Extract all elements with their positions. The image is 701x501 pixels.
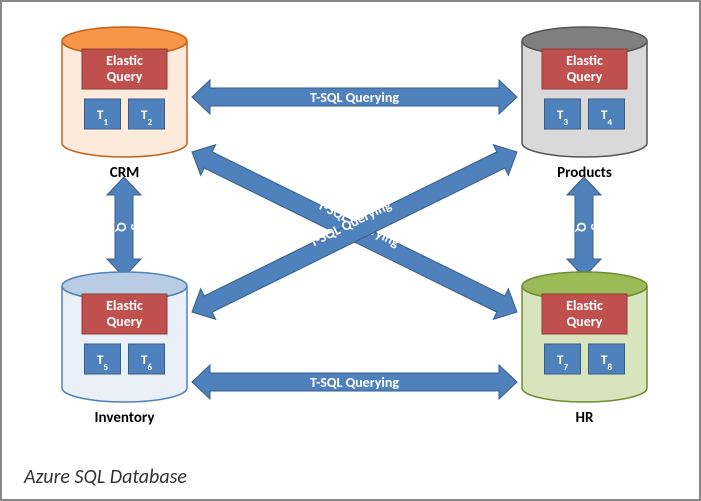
svg-text:TSQL: TSQL xyxy=(99,222,158,232)
database-label: CRM xyxy=(110,164,140,182)
diagram-canvas: T-SQL QueryingT-SQL QueryingTSQLTSQLT-SQ… xyxy=(2,2,699,499)
elastic-query-label: ElasticQuery xyxy=(566,297,603,330)
elastic-query-label: ElasticQuery xyxy=(106,297,143,330)
connection-arrow: TSQL xyxy=(99,177,158,277)
elastic-query-label: ElasticQuery xyxy=(566,52,603,85)
connection-arrow: T-SQL Querying xyxy=(192,80,517,114)
svg-text:TSQL: TSQL xyxy=(559,222,618,232)
svg-text:T-SQL Querying: T-SQL Querying xyxy=(310,374,399,391)
database-label: Products xyxy=(557,164,612,182)
elastic-query-label: ElasticQuery xyxy=(106,52,143,85)
database-products: ElasticQueryT3T4Products xyxy=(522,27,647,182)
diagram-frame: T-SQL QueryingT-SQL QueryingTSQLTSQLT-SQ… xyxy=(0,0,701,501)
database-hr: ElasticQueryT7T8HR xyxy=(522,272,647,427)
database-inventory: ElasticQueryT5T6Inventory xyxy=(62,272,187,427)
database-label: HR xyxy=(576,409,594,427)
database-crm: ElasticQueryT1T2CRM xyxy=(62,27,187,182)
diagram-title: Azure SQL Database xyxy=(24,465,187,489)
connection-arrow: T-SQL Querying xyxy=(192,365,517,399)
database-label: Inventory xyxy=(95,409,156,427)
svg-text:T-SQL Querying: T-SQL Querying xyxy=(310,89,399,106)
connection-arrow: TSQL xyxy=(559,177,618,277)
